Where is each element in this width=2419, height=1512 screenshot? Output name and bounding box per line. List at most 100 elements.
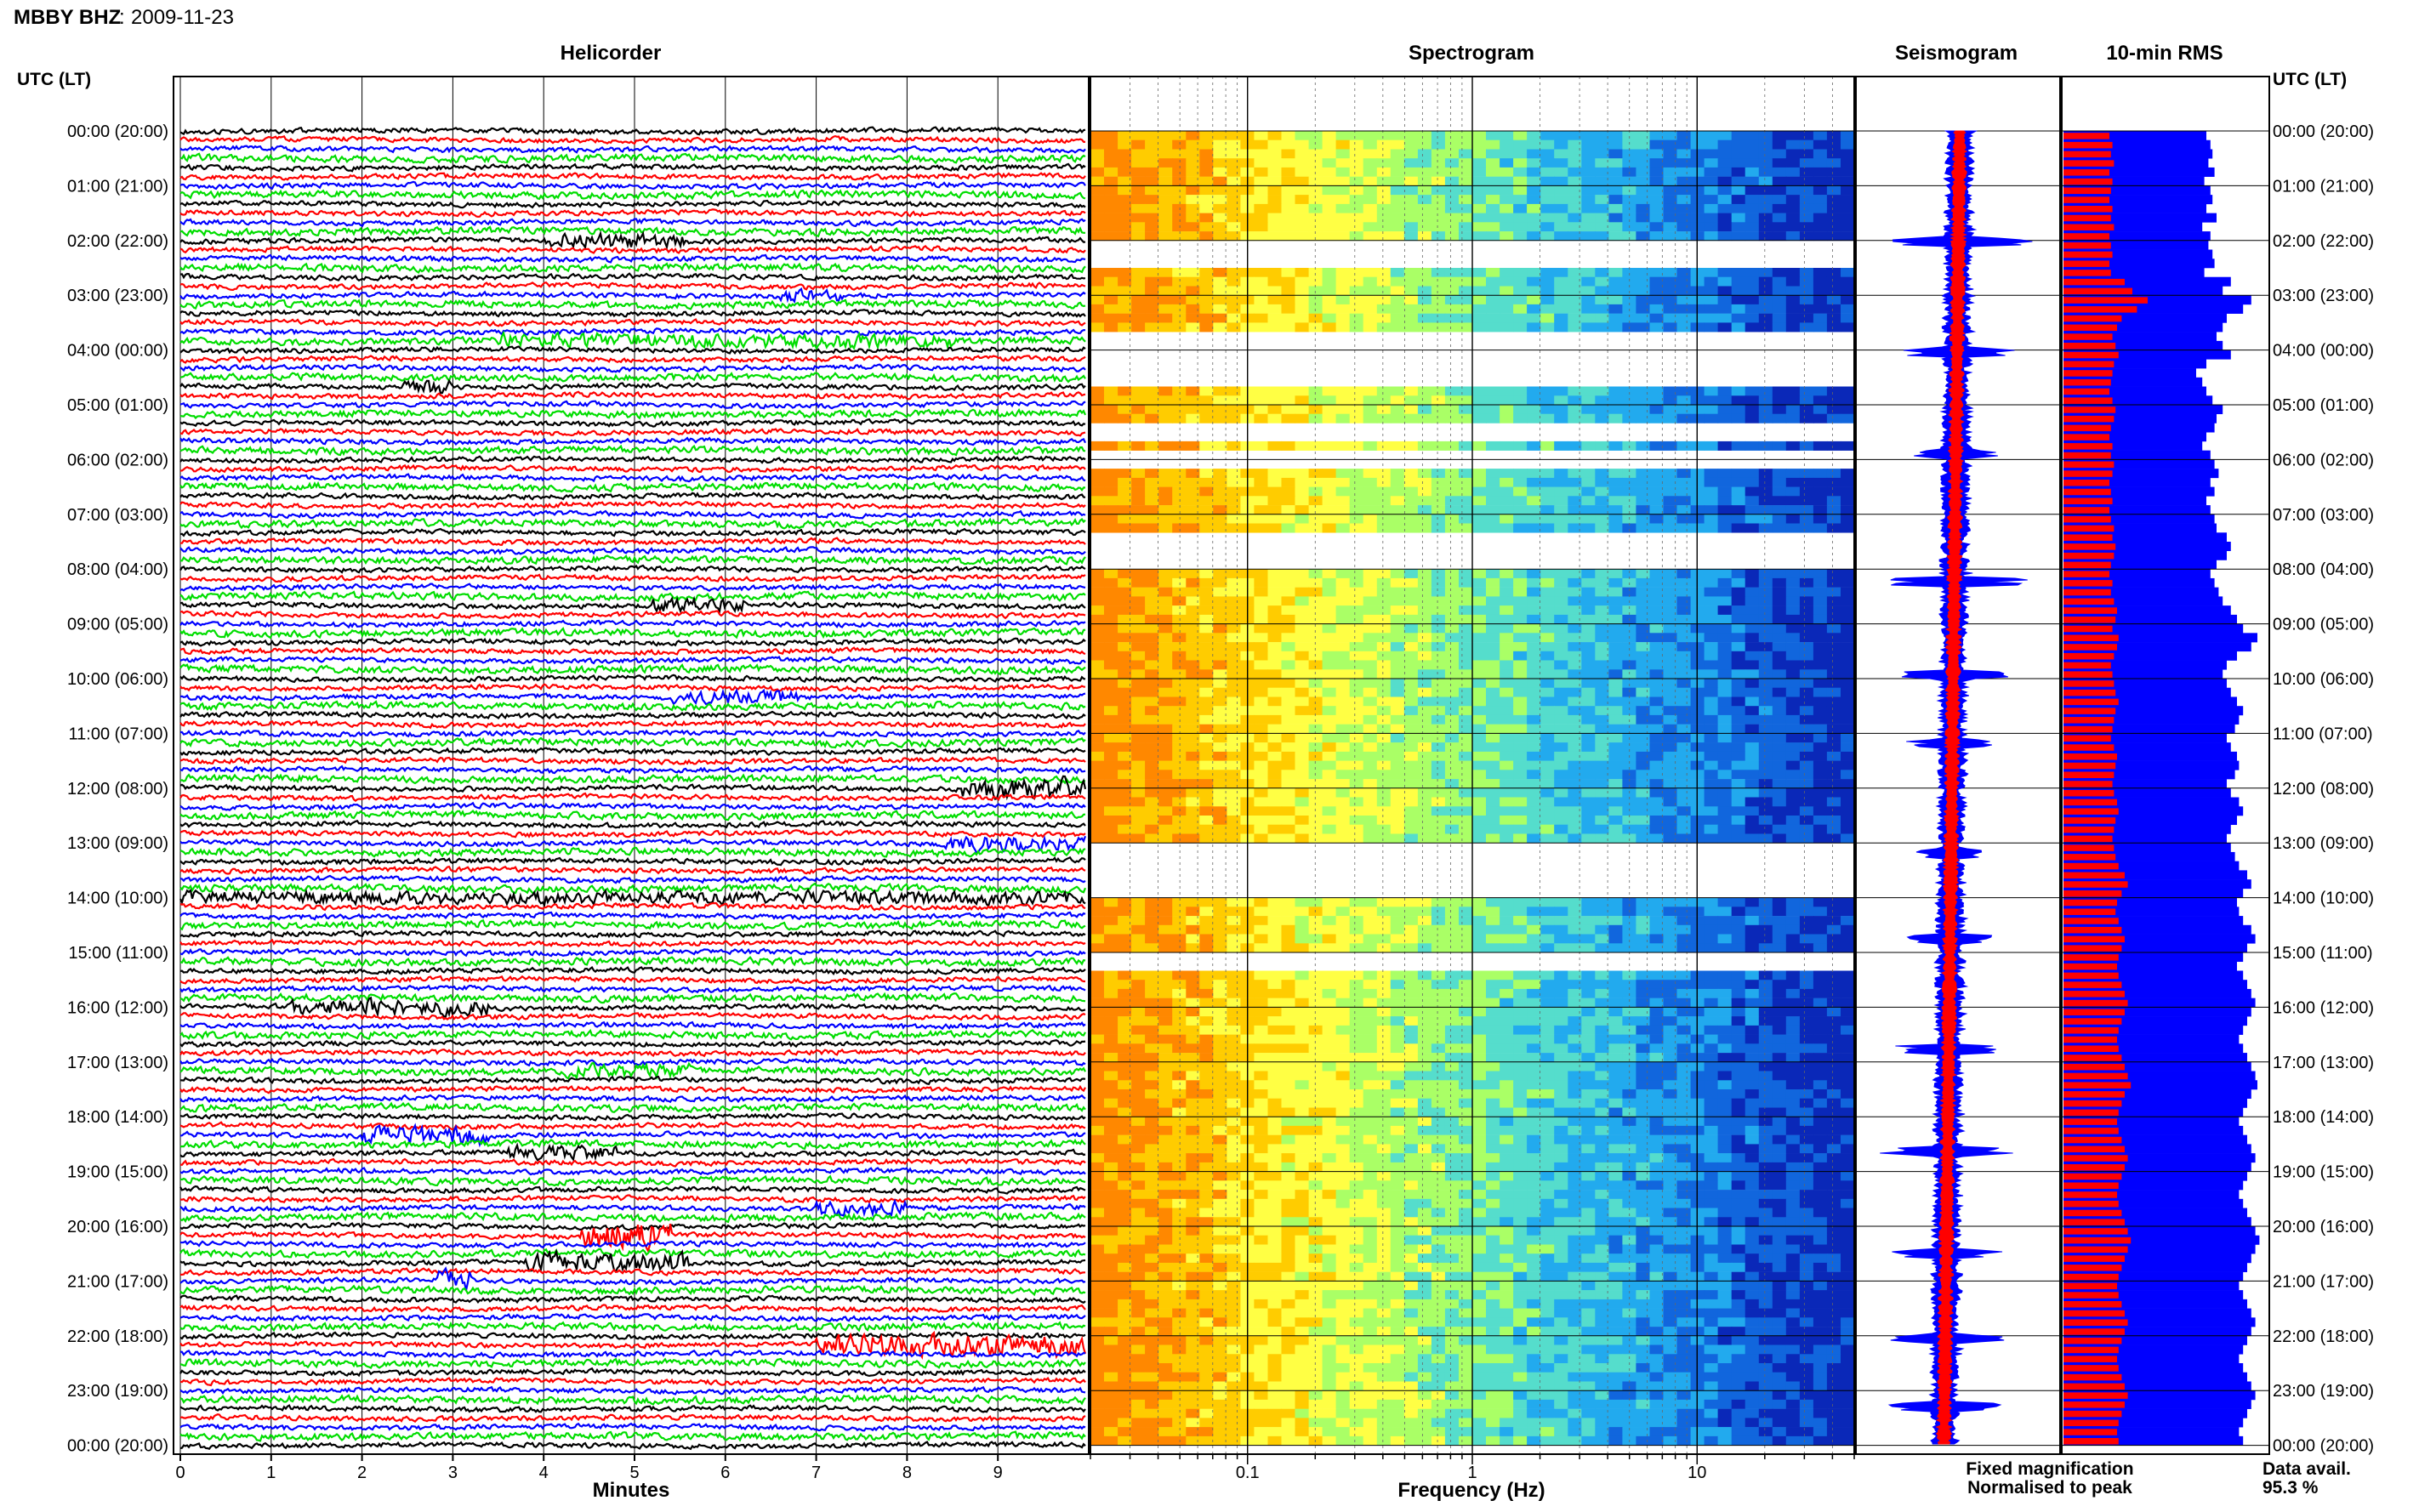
spectrogram-cell (1199, 1007, 1214, 1017)
spectrogram-cell (1104, 1089, 1118, 1100)
spectrogram-cell (1199, 405, 1214, 415)
spectrogram-cell (1649, 577, 1665, 588)
spectrogram-cell (1104, 706, 1118, 716)
spectrogram-cell (1322, 742, 1337, 753)
spectrogram-cell (1145, 897, 1159, 907)
helicorder-x-tick-label: 0 (175, 1464, 185, 1482)
spectrogram-cell (1554, 742, 1568, 753)
spectrogram-cell (1772, 614, 1787, 624)
spectrogram-cell (1444, 268, 1460, 278)
spectrogram-cell (1349, 523, 1364, 533)
spectrogram-cell (1676, 195, 1692, 205)
spectrogram-cell (1308, 596, 1323, 606)
spectrogram-cell (1649, 596, 1665, 606)
spectrogram-cell (1431, 816, 1446, 826)
spectrogram-cell (1459, 1098, 1473, 1108)
spectrogram-cell (1636, 988, 1650, 998)
spectrogram-cell (1663, 1053, 1678, 1063)
spectrogram-cell (1227, 916, 1241, 926)
spectrogram-cell (1472, 158, 1487, 168)
spectrogram-cell (1363, 405, 1378, 415)
spectrogram-cell (1295, 395, 1310, 406)
spectrogram-cell (1486, 806, 1500, 816)
spectrogram-cell (1322, 696, 1337, 707)
spectrogram-cell (1322, 980, 1337, 990)
spectrogram-cell (1267, 1025, 1283, 1035)
spectrogram-cell (1444, 276, 1460, 287)
spectrogram-cell (1227, 587, 1241, 597)
spectrogram-cell (1717, 988, 1733, 998)
spectrogram-cell (1376, 642, 1392, 652)
spectrogram-cell (1090, 970, 1105, 981)
spectrogram-cell (1118, 313, 1132, 323)
spectrogram-cell (1172, 1071, 1187, 1081)
spectrogram-cell (1785, 268, 1801, 278)
spectrogram-cell (1704, 185, 1719, 196)
spectrogram-cell (1308, 176, 1323, 186)
spectrogram-cell (1199, 924, 1214, 935)
spectrogram-cell (1540, 286, 1555, 296)
spectrogram-cell (1227, 1053, 1241, 1063)
spectrogram-cell (1595, 943, 1609, 953)
spectrogram-cell (1403, 1025, 1419, 1035)
spectrogram-cell (1636, 934, 1650, 944)
spectrogram-cell (1118, 469, 1132, 479)
helicorder-trace (179, 1111, 1086, 1122)
spectrogram-cell (1281, 1025, 1296, 1035)
spectrogram-row (1090, 907, 1855, 917)
spectrogram-cell (1308, 934, 1323, 944)
spectrogram-cell (1172, 231, 1187, 242)
spectrogram-cell (1799, 779, 1814, 789)
spectrogram-cell (1118, 231, 1132, 242)
spectrogram-cell (1513, 633, 1528, 643)
spectrogram-cell (1186, 779, 1200, 789)
spectrogram-cell (1841, 203, 1855, 213)
spectrogram-cell (1513, 1043, 1528, 1054)
spectrogram-cell (1568, 587, 1582, 597)
spectrogram-cell (1486, 405, 1500, 415)
spectrogram-cell (1459, 660, 1473, 670)
spectrogram-cell (1595, 167, 1609, 177)
spectrogram-cell (1199, 149, 1214, 159)
spectrogram-cell (1417, 413, 1432, 423)
spectrogram-cell (1267, 505, 1283, 515)
spectrogram-cell (1131, 286, 1146, 296)
spectrogram-cell (1172, 779, 1187, 789)
spectrogram-cell (1704, 313, 1719, 323)
spectrogram-cell (1636, 696, 1650, 707)
spectrogram-row (1090, 1025, 1855, 1035)
spectrogram-cell (1595, 970, 1609, 981)
spectrogram-cell (1568, 934, 1582, 944)
spectrogram-cell (1158, 587, 1173, 597)
spectrogram-cell (1431, 724, 1446, 734)
spectrogram-cell (1335, 276, 1351, 287)
spectrogram-cell (1172, 469, 1187, 479)
spectrogram-cell (1841, 988, 1855, 998)
spectrogram-cell (1813, 131, 1828, 141)
spectrogram-cell (1118, 286, 1132, 296)
spectrogram-cell (1568, 413, 1582, 423)
spectrogram-cell (1731, 441, 1746, 451)
spectrogram-cell (1444, 185, 1460, 196)
spectrogram-cell (1554, 268, 1568, 278)
spectrogram-cell (1826, 486, 1841, 497)
spectrogram-cell (1349, 779, 1364, 789)
spectrogram-cell (1745, 1016, 1760, 1026)
spectrogram-cell (1186, 496, 1200, 506)
spectrogram-cell (1213, 469, 1227, 479)
spectrogram-cell (1335, 934, 1351, 944)
helicorder-x-axis-label: Minutes (593, 1479, 670, 1502)
spectrogram-cell (1486, 313, 1500, 323)
spectrogram-cell (1322, 176, 1337, 186)
spectrogram-cell (1376, 322, 1392, 333)
spectrogram-cell (1527, 596, 1541, 606)
spectrogram-cell (1459, 213, 1473, 223)
spectrogram-cell (1322, 988, 1337, 998)
spectrogram-cell (1199, 797, 1214, 807)
spectrogram-cell (1295, 714, 1310, 725)
spectrogram-cell (1636, 167, 1650, 177)
spectrogram-cell (1608, 934, 1623, 944)
spectrogram-cell (1717, 714, 1733, 725)
spectrogram-cell (1104, 149, 1118, 159)
spectrogram-cell (1622, 816, 1636, 826)
